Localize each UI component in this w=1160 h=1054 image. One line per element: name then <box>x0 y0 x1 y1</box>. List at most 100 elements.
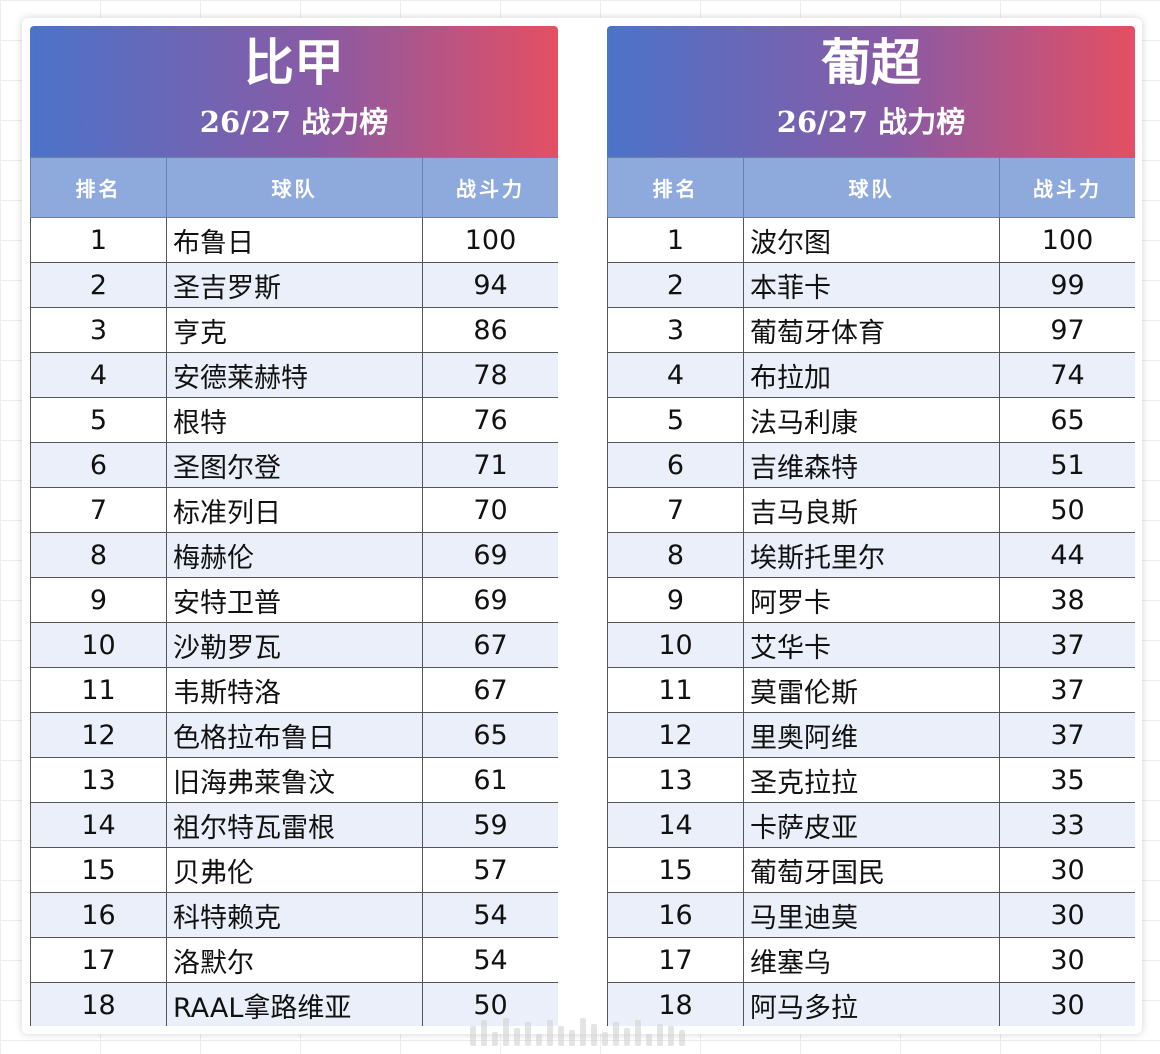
power-cell[interactable]: 57 <box>422 847 558 893</box>
team-cell[interactable]: 圣吉罗斯 <box>166 262 423 308</box>
rank-cell[interactable]: 9 <box>30 577 167 623</box>
team-cell[interactable]: 阿马多拉 <box>743 982 1000 1026</box>
table-row[interactable]: 5 根特 76 <box>30 397 558 443</box>
power-cell[interactable]: 70 <box>422 487 558 533</box>
team-cell[interactable]: 法马利康 <box>743 397 1000 443</box>
power-column-header[interactable]: 战斗力 <box>422 157 558 218</box>
table-row[interactable]: 2 本菲卡 99 <box>607 262 1135 308</box>
rank-cell[interactable]: 6 <box>607 442 744 488</box>
power-cell[interactable]: 50 <box>422 982 558 1026</box>
table-row[interactable]: 6 圣图尔登 71 <box>30 442 558 488</box>
team-cell[interactable]: 波尔图 <box>743 217 1000 263</box>
table-row[interactable]: 8 梅赫伦 69 <box>30 532 558 578</box>
team-cell[interactable]: 洛默尔 <box>166 937 423 983</box>
power-cell[interactable]: 37 <box>999 622 1135 668</box>
rank-cell[interactable]: 8 <box>607 532 744 578</box>
table-row[interactable]: 17 洛默尔 54 <box>30 937 558 983</box>
rank-cell[interactable]: 15 <box>607 847 744 893</box>
power-cell[interactable]: 54 <box>422 892 558 938</box>
table-row[interactable]: 3 亨克 86 <box>30 307 558 353</box>
table-row[interactable]: 9 阿罗卡 38 <box>607 577 1135 623</box>
power-cell[interactable]: 51 <box>999 442 1135 488</box>
table-row[interactable]: 12 色格拉布鲁日 65 <box>30 712 558 758</box>
team-cell[interactable]: 葡萄牙国民 <box>743 847 1000 893</box>
team-cell[interactable]: 贝弗伦 <box>166 847 423 893</box>
team-cell[interactable]: 安德莱赫特 <box>166 352 423 398</box>
rank-cell[interactable]: 4 <box>30 352 167 398</box>
rank-cell[interactable]: 16 <box>30 892 167 938</box>
rank-cell[interactable]: 2 <box>607 262 744 308</box>
table-row[interactable]: 13 圣克拉拉 35 <box>607 757 1135 803</box>
power-cell[interactable]: 69 <box>422 577 558 623</box>
power-cell[interactable]: 71 <box>422 442 558 488</box>
rank-cell[interactable]: 8 <box>30 532 167 578</box>
rank-cell[interactable]: 7 <box>607 487 744 533</box>
power-cell[interactable]: 69 <box>422 532 558 578</box>
team-cell[interactable]: 葡萄牙体育 <box>743 307 1000 353</box>
power-cell[interactable]: 65 <box>422 712 558 758</box>
rank-cell[interactable]: 11 <box>607 667 744 713</box>
rank-cell[interactable]: 13 <box>30 757 167 803</box>
team-cell[interactable]: 埃斯托里尔 <box>743 532 1000 578</box>
power-cell[interactable]: 97 <box>999 307 1135 353</box>
table-row[interactable]: 3 葡萄牙体育 97 <box>607 307 1135 353</box>
table-row[interactable]: 6 吉维森特 51 <box>607 442 1135 488</box>
power-cell[interactable]: 61 <box>422 757 558 803</box>
power-column-header[interactable]: 战斗力 <box>999 157 1135 218</box>
table-row[interactable]: 11 莫雷伦斯 37 <box>607 667 1135 713</box>
rank-cell[interactable]: 1 <box>30 217 167 263</box>
team-cell[interactable]: 圣图尔登 <box>166 442 423 488</box>
rank-cell[interactable]: 14 <box>30 802 167 848</box>
power-cell[interactable]: 67 <box>422 622 558 668</box>
table-row[interactable]: 1 布鲁日 100 <box>30 217 558 263</box>
team-cell[interactable]: 维塞乌 <box>743 937 1000 983</box>
power-cell[interactable]: 38 <box>999 577 1135 623</box>
table-row[interactable]: 9 安特卫普 69 <box>30 577 558 623</box>
team-cell[interactable]: 标准列日 <box>166 487 423 533</box>
rank-cell[interactable]: 5 <box>607 397 744 443</box>
power-cell[interactable]: 67 <box>422 667 558 713</box>
power-cell[interactable]: 94 <box>422 262 558 308</box>
rank-cell[interactable]: 15 <box>30 847 167 893</box>
table-row[interactable]: 18 阿马多拉 30 <box>607 982 1135 1026</box>
table-row[interactable]: 2 圣吉罗斯 94 <box>30 262 558 308</box>
rank-cell[interactable]: 3 <box>607 307 744 353</box>
team-cell[interactable]: 艾华卡 <box>743 622 1000 668</box>
rank-cell[interactable]: 13 <box>607 757 744 803</box>
rank-cell[interactable]: 12 <box>30 712 167 758</box>
team-column-header[interactable]: 球队 <box>166 157 423 218</box>
table-row[interactable]: 5 法马利康 65 <box>607 397 1135 443</box>
power-cell[interactable]: 30 <box>999 847 1135 893</box>
table-row[interactable]: 4 安德莱赫特 78 <box>30 352 558 398</box>
power-cell[interactable]: 59 <box>422 802 558 848</box>
rank-cell[interactable]: 3 <box>30 307 167 353</box>
table-row[interactable]: 7 吉马良斯 50 <box>607 487 1135 533</box>
team-cell[interactable]: 吉维森特 <box>743 442 1000 488</box>
team-cell[interactable]: 科特赖克 <box>166 892 423 938</box>
power-cell[interactable]: 33 <box>999 802 1135 848</box>
table-row[interactable]: 12 里奥阿维 37 <box>607 712 1135 758</box>
rank-cell[interactable]: 7 <box>30 487 167 533</box>
power-cell[interactable]: 50 <box>999 487 1135 533</box>
team-column-header[interactable]: 球队 <box>743 157 1000 218</box>
table-row[interactable]: 18 RAAL拿路维亚 50 <box>30 982 558 1026</box>
power-cell[interactable]: 54 <box>422 937 558 983</box>
table-row[interactable]: 4 布拉加 74 <box>607 352 1135 398</box>
rank-cell[interactable]: 18 <box>30 982 167 1026</box>
team-cell[interactable]: 马里迪莫 <box>743 892 1000 938</box>
power-cell[interactable]: 99 <box>999 262 1135 308</box>
power-cell[interactable]: 78 <box>422 352 558 398</box>
team-cell[interactable]: 卡萨皮亚 <box>743 802 1000 848</box>
team-cell[interactable]: 安特卫普 <box>166 577 423 623</box>
power-cell[interactable]: 30 <box>999 982 1135 1026</box>
team-cell[interactable]: 圣克拉拉 <box>743 757 1000 803</box>
power-cell[interactable]: 100 <box>422 217 558 263</box>
table-row[interactable]: 16 科特赖克 54 <box>30 892 558 938</box>
table-row[interactable]: 17 维塞乌 30 <box>607 937 1135 983</box>
rank-cell[interactable]: 12 <box>607 712 744 758</box>
table-row[interactable]: 15 葡萄牙国民 30 <box>607 847 1135 893</box>
power-cell[interactable]: 86 <box>422 307 558 353</box>
rank-cell[interactable]: 9 <box>607 577 744 623</box>
team-cell[interactable]: 亨克 <box>166 307 423 353</box>
rank-cell[interactable]: 17 <box>30 937 167 983</box>
